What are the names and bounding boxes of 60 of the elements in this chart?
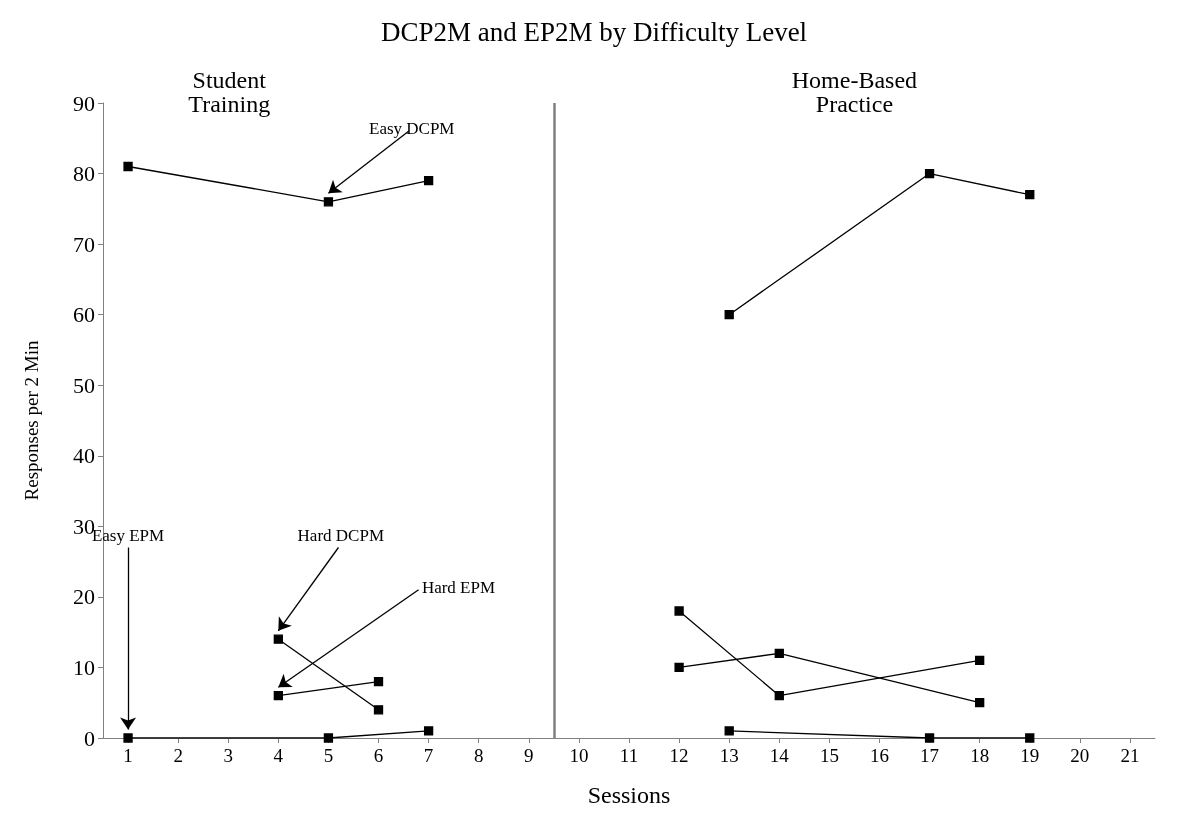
point (975, 655, 985, 666)
point (774, 648, 784, 658)
x-tick-label: 11 (619, 745, 639, 766)
y-tick-label: 70 (73, 231, 95, 257)
point (774, 691, 784, 701)
point (975, 698, 985, 708)
x-tick-label: 9 (524, 745, 534, 766)
x-tick-label: 1 (123, 745, 133, 766)
x-axis-title: Sessions (587, 782, 671, 808)
point (1025, 190, 1035, 200)
point (323, 197, 334, 207)
x-tick-label: 6 (373, 745, 384, 766)
x-tick-label: 5 (323, 745, 334, 766)
point (423, 726, 434, 736)
point (373, 705, 384, 715)
x-tick-label: 13 (719, 745, 739, 766)
y-tick-label: 80 (73, 161, 95, 187)
annotation: Hard EPM (421, 578, 496, 598)
point (924, 168, 935, 179)
x-tick-label: 8 (473, 745, 484, 766)
annotation: Easy DCPM (369, 119, 455, 139)
point (924, 733, 935, 743)
x-tick-label: 14 (769, 745, 790, 766)
y-tick-label: 40 (73, 443, 95, 469)
x-tick-label: 17 (920, 745, 940, 766)
x-tick-label: 2 (173, 745, 183, 766)
x-tick-label: 21 (1120, 745, 1140, 766)
point (273, 634, 283, 644)
y-tick-label: 50 (73, 372, 95, 398)
point (1025, 733, 1035, 743)
x-tick-label: 19 (1020, 745, 1040, 766)
point (373, 676, 384, 687)
x-tick-label: 7 (423, 745, 434, 766)
point (323, 733, 334, 743)
annotation: Hard DCPM (297, 526, 384, 546)
chart-title: DCP2M and EP2M by Difficulty Level (380, 16, 808, 47)
y-tick-label: 20 (73, 584, 95, 610)
x-tick-label: 18 (970, 745, 990, 766)
point (123, 161, 133, 172)
x-tick-label: 15 (819, 745, 839, 766)
x-tick-label: 20 (1070, 745, 1090, 766)
y-tick-label: 10 (73, 654, 95, 680)
annotation: Home-Based Practice (791, 67, 918, 117)
annotation: Student Training (188, 67, 271, 117)
x-tick-label: 16 (869, 745, 889, 766)
point (724, 726, 734, 736)
y-tick-label: 0 (84, 725, 95, 751)
x-tick-label: 12 (669, 745, 689, 766)
point (674, 606, 684, 616)
y-tick-label: 60 (73, 302, 95, 328)
y-tick-label: 90 (73, 90, 95, 116)
x-tick-label: 3 (223, 745, 233, 766)
point (123, 733, 133, 743)
x-tick-label: 4 (273, 745, 284, 766)
x-tick-label: 10 (569, 745, 589, 766)
y-axis-title: Responses per 2 Min (21, 340, 42, 501)
point (724, 310, 734, 320)
point (423, 175, 434, 186)
point (674, 662, 684, 673)
point (273, 691, 283, 701)
